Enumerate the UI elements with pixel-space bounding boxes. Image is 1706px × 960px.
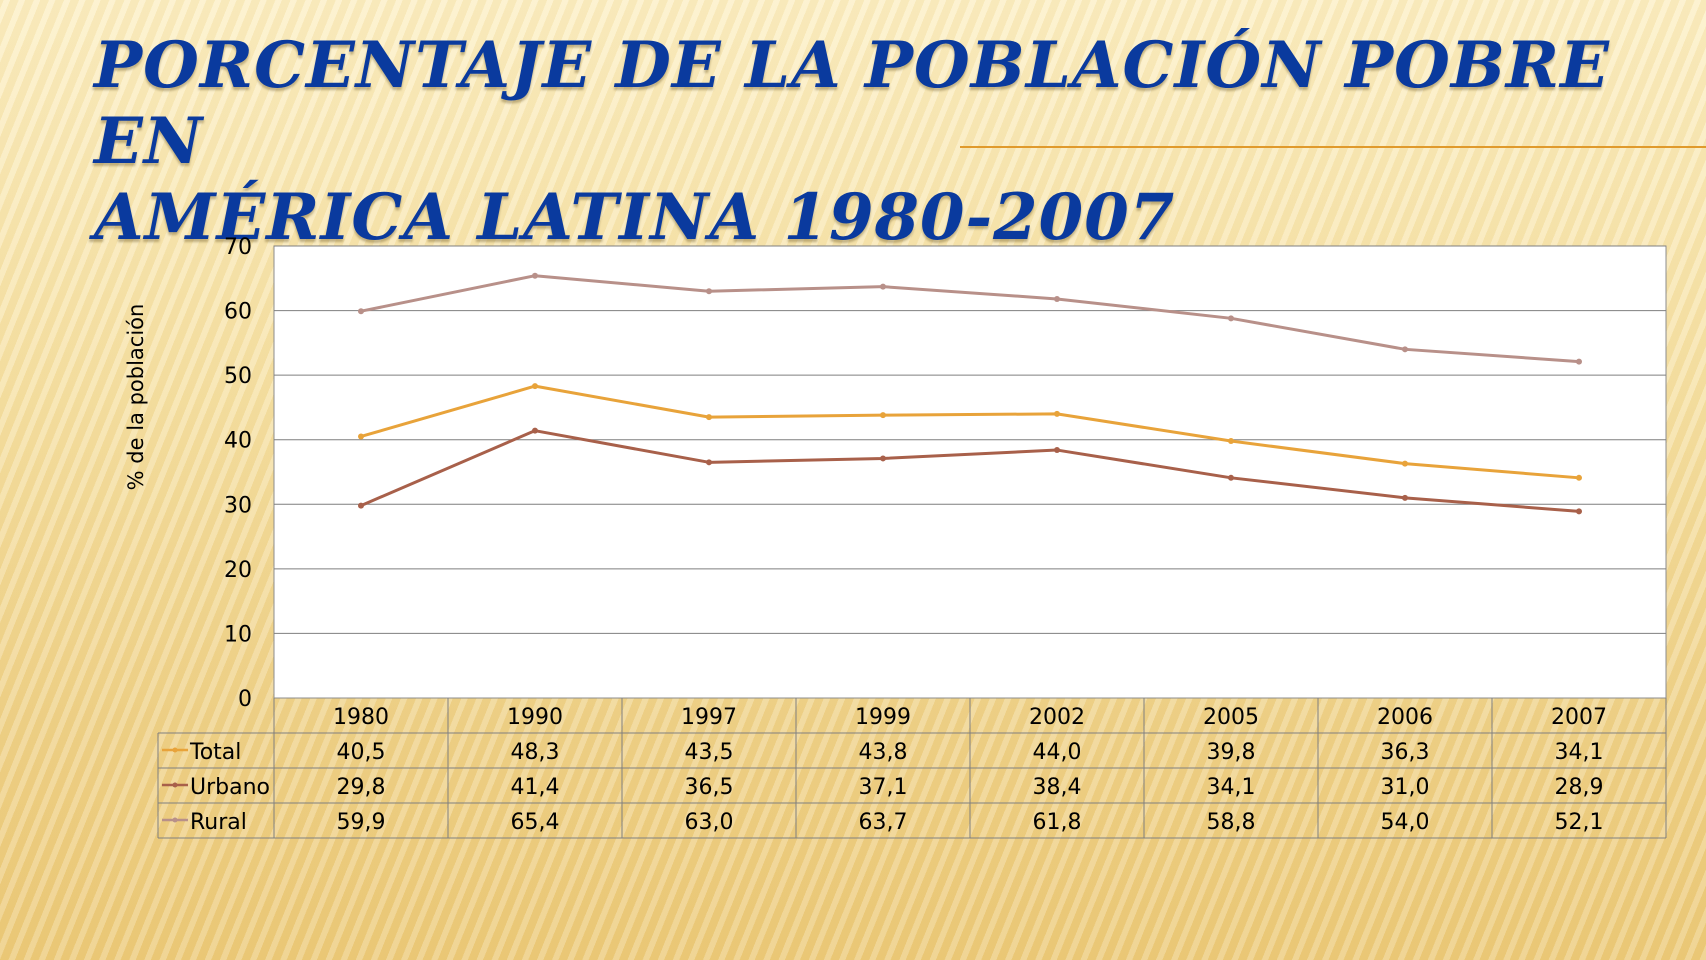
x-category-label: 1980 [333, 705, 389, 730]
data-point-rural [1054, 295, 1060, 302]
data-point-urbano [1576, 508, 1582, 515]
data-point-rural [1228, 315, 1234, 322]
x-category-label: 2005 [1203, 705, 1259, 730]
data-point-rural [706, 288, 712, 295]
data-point-rural [532, 272, 538, 279]
x-category-label: 1990 [507, 705, 563, 730]
data-point-total [880, 412, 886, 419]
legend-label-total: Total [189, 740, 241, 765]
y-tick-label: 20 [224, 558, 252, 583]
data-point-rural [880, 283, 886, 290]
table-cell-rural: 52,1 [1555, 810, 1604, 835]
slide-title: PORCENTAJE DE LA POBLACIÓN POBRE EN AMÉR… [94, 28, 1614, 256]
data-point-rural [358, 308, 364, 315]
x-category-label: 1999 [855, 705, 911, 730]
table-cell-rural: 61,8 [1033, 810, 1082, 835]
x-category-label: 2007 [1551, 705, 1607, 730]
x-category-label: 2002 [1029, 705, 1085, 730]
data-point-total [358, 433, 364, 440]
data-point-urbano [1054, 447, 1060, 454]
table-cell-urbano: 38,4 [1033, 775, 1082, 800]
y-tick-label: 50 [224, 364, 252, 389]
table-cell-urbano: 31,0 [1381, 775, 1430, 800]
data-point-urbano [706, 459, 712, 466]
data-point-urbano [532, 427, 538, 434]
table-cell-total: 43,5 [685, 740, 734, 765]
table-cell-urbano: 36,5 [685, 775, 734, 800]
table-cell-total: 44,0 [1033, 740, 1082, 765]
y-tick-label: 60 [224, 300, 252, 325]
data-point-urbano [1402, 494, 1408, 501]
table-cell-total: 43,8 [859, 740, 908, 765]
table-cell-urbano: 37,1 [859, 775, 908, 800]
data-point-total [1054, 410, 1060, 417]
legend-label-urbano: Urbano [190, 775, 270, 800]
table-cell-urbano: 29,8 [337, 775, 386, 800]
data-point-total [1228, 438, 1234, 445]
table-cell-rural: 63,7 [859, 810, 908, 835]
table-cell-total: 40,5 [337, 740, 386, 765]
plot-area [273, 245, 1667, 699]
series-line-total [360, 384, 1580, 480]
y-tick-label: 10 [224, 622, 252, 647]
data-point-total [532, 383, 538, 390]
data-point-total [706, 414, 712, 421]
data-point-rural [1402, 346, 1408, 353]
table-cell-rural: 63,0 [685, 810, 734, 835]
x-category-label: 2006 [1377, 705, 1433, 730]
table-cell-rural: 54,0 [1381, 810, 1430, 835]
y-tick-label: 70 [224, 235, 252, 260]
y-tick-label: 40 [224, 429, 252, 454]
series-line-urbano [360, 429, 1580, 513]
series-line-rural [360, 274, 1580, 364]
legend-marker-urbano [172, 782, 178, 788]
table-cell-total: 48,3 [511, 740, 560, 765]
table-cell-total: 34,1 [1555, 740, 1604, 765]
title-accent-rule [960, 146, 1706, 148]
table-cell-urbano: 34,1 [1207, 775, 1256, 800]
data-point-urbano [358, 502, 364, 509]
data-point-total [1576, 474, 1582, 481]
slide-title-line-1: PORCENTAJE DE LA POBLACIÓN POBRE EN [94, 28, 1610, 179]
table-cell-rural: 58,8 [1207, 810, 1256, 835]
legend-marker-total [172, 747, 178, 753]
table-cell-total: 36,3 [1381, 740, 1430, 765]
table-cell-total: 39,8 [1207, 740, 1256, 765]
legend-label-rural: Rural [190, 810, 247, 835]
legend-marker-rural [172, 817, 178, 823]
slide-title-line-2: AMÉRICA LATINA 1980-2007 [94, 180, 1176, 255]
data-point-rural [1576, 358, 1582, 365]
data-point-urbano [1228, 474, 1234, 481]
table-cell-rural: 59,9 [337, 810, 386, 835]
y-tick-label: 0 [238, 687, 252, 712]
y-tick-label: 30 [224, 493, 252, 518]
table-cell-urbano: 28,9 [1555, 775, 1604, 800]
table-cell-rural: 65,4 [511, 810, 560, 835]
data-point-urbano [880, 455, 886, 462]
data-point-total [1402, 460, 1408, 467]
x-category-label: 1997 [681, 705, 737, 730]
table-cell-urbano: 41,4 [511, 775, 560, 800]
